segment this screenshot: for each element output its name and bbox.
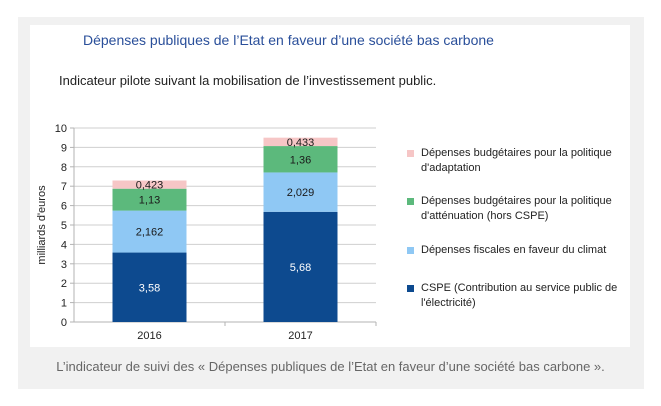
data-label: 5,68 [290,262,311,274]
y-tick-label: 1 [61,298,67,310]
data-label: 1,36 [290,154,311,166]
bar-segment [112,252,187,322]
y-tick-label: 3 [61,259,67,271]
y-tick-label: 10 [55,123,67,135]
x-tick-label: 2016 [137,330,161,342]
data-label: 0,423 [136,180,164,192]
y-tick-label: 2 [61,278,67,290]
chart-title: Dépenses publiques de l’Etat en faveur d… [83,32,494,48]
data-label: 0,433 [287,137,315,149]
bar-segment [263,137,338,147]
x-tick-label: 2017 [288,330,312,342]
bar-segment [263,172,338,212]
figure-caption: L’indicateur de suivi des « Dépenses pub… [56,359,605,374]
legend-swatch [407,285,414,292]
data-label: 1,13 [139,195,160,207]
legend-label: Dépenses budgétaires pour la politique d… [421,147,612,174]
y-tick-label: 9 [61,142,67,154]
legend-label: CSPE (Contribution au service public de … [421,282,618,309]
legend-label: Dépenses fiscales en faveur du climat [421,244,607,256]
stacked-bar-chart: 0 1 2 3 4 5 6 7 8 9 10 milliards d'euros 3,58 2,162 1,… [36,123,377,342]
y-tick-label: 7 [61,181,67,193]
y-tick-label: 0 [61,317,67,329]
data-label: 2,162 [136,227,164,239]
y-tick-label: 6 [61,201,67,213]
bar-segment [263,211,338,322]
legend-swatch [407,150,414,157]
bar-segment [112,180,187,189]
y-tick-label: 4 [61,239,67,251]
bar-segment [112,210,187,253]
y-tick-label: 5 [61,220,67,232]
data-label: 2,029 [287,187,315,199]
legend-swatch [407,198,414,205]
y-tick-label: 8 [61,162,67,174]
bar-segment [112,188,187,211]
legend-label: Dépenses budgétaires pour la politique d… [421,195,612,222]
legend-swatch [407,247,414,254]
data-label: 3,58 [139,282,160,294]
chart-subtitle: Indicateur pilote suivant la mobilisatio… [59,73,437,88]
bar-segment [263,146,338,173]
y-axis-label: milliards d'euros [36,185,48,265]
